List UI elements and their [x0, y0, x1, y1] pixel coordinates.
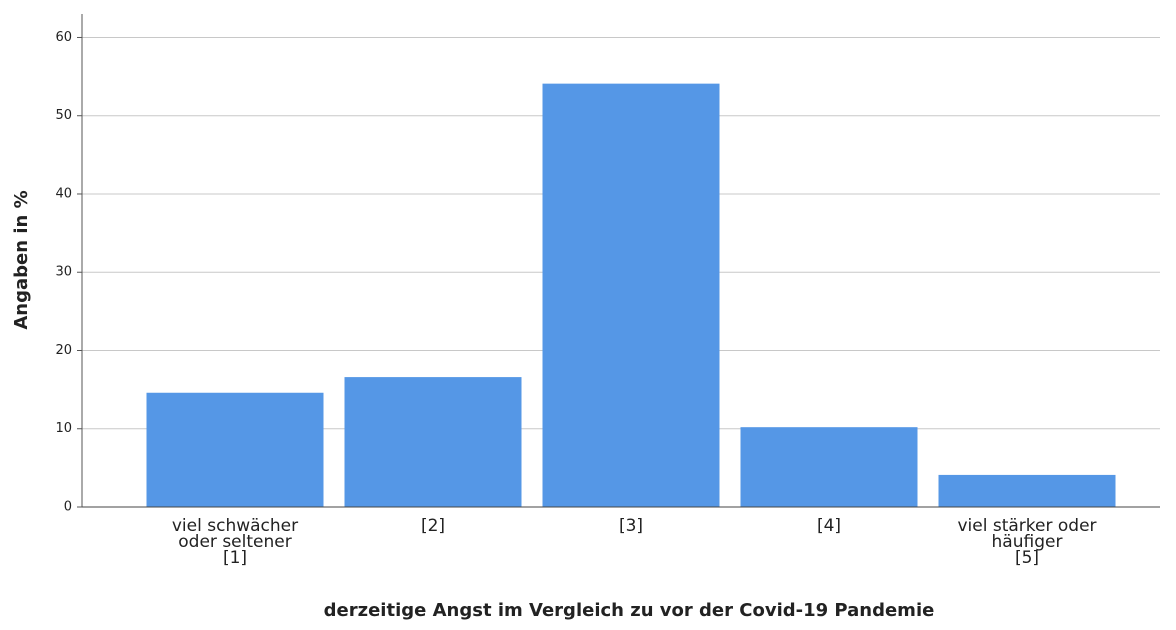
x-tick-label: [3]	[618, 516, 644, 536]
bar	[542, 83, 720, 508]
y-tick-label: 30	[55, 265, 72, 280]
x-tick-label: [4]	[816, 516, 842, 536]
bar	[740, 427, 918, 507]
bar	[146, 392, 324, 507]
x-tick-label: viel stärker oder häufiger [5]	[957, 516, 1097, 568]
x-tick-label: [2]	[420, 516, 446, 536]
y-tick-label: 60	[55, 30, 72, 45]
y-tick-label: 50	[55, 108, 72, 123]
y-axis-title: Angaben in %	[11, 190, 32, 329]
y-tick-label: 20	[55, 343, 72, 358]
x-axis-title: derzeitige Angst im Vergleich zu vor der…	[323, 600, 935, 621]
y-tick-label: 40	[55, 186, 72, 201]
bar	[938, 474, 1116, 507]
y-tick-label: 0	[64, 500, 72, 515]
bar	[344, 377, 522, 507]
x-tick-label: viel schwächer oder seltener [1]	[171, 516, 299, 568]
y-tick-label: 10	[55, 421, 72, 436]
